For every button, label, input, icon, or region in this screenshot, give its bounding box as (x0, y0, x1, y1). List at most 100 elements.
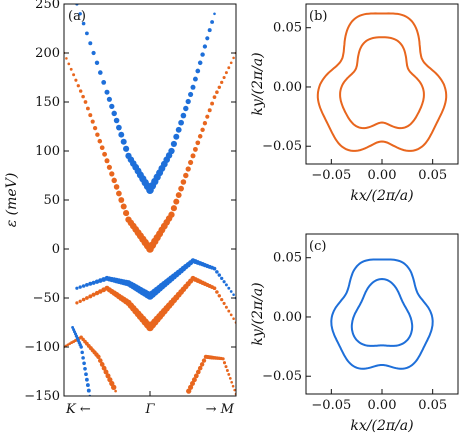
y-tick-label: −0.05 (262, 139, 302, 154)
panel-a-label: (a) (68, 9, 86, 24)
band-point (200, 52, 205, 57)
band-point (83, 366, 87, 371)
band-point (220, 276, 224, 281)
panel-c-label: (c) (309, 239, 326, 254)
band-point (95, 132, 100, 137)
band-point (79, 345, 83, 349)
band-point (83, 100, 88, 104)
band-point (221, 357, 225, 361)
band-point (118, 197, 125, 203)
y-tick-label: 0.05 (273, 251, 302, 266)
band-point (85, 296, 89, 300)
band-point (116, 190, 122, 197)
band-point (91, 292, 96, 297)
band-point (111, 110, 117, 117)
band-point (227, 66, 231, 70)
band-point (101, 80, 107, 85)
band-point (80, 350, 84, 355)
band-point (69, 67, 73, 71)
band-point (92, 125, 98, 131)
band-point (118, 131, 125, 138)
panel-b-fermi-contour: (b) −0.05 −0.05 0.00 0.00 0.05 0.05 kx/(2π/a)… (250, 3, 459, 204)
band-point (215, 290, 219, 294)
band-point (81, 284, 86, 288)
band-point (98, 70, 103, 75)
band-point (193, 373, 199, 379)
band-point (175, 192, 182, 199)
panel-c-ylabel: ky/(2π/a) (250, 282, 266, 345)
band-point (88, 294, 93, 299)
band-point (185, 98, 191, 105)
band-point (183, 105, 189, 112)
band-point (65, 57, 68, 60)
band-point (178, 185, 184, 192)
band-point (233, 388, 236, 392)
band-point (205, 114, 210, 119)
y-tick-label: 250 (35, 0, 60, 12)
band-point (205, 36, 210, 41)
band-point (116, 124, 122, 131)
x-tick-label: −0.05 (311, 398, 351, 413)
band-point (106, 164, 112, 170)
band-point (183, 172, 189, 179)
band-point (230, 380, 234, 384)
band-point (210, 20, 215, 24)
x-tick-label: Γ (144, 402, 155, 417)
band-point (85, 106, 90, 111)
band-point (224, 365, 228, 369)
band-point (229, 313, 233, 317)
panel-c-xlabel: kx/(2π/a) (350, 418, 413, 434)
band-point (227, 309, 231, 313)
band-point (232, 56, 235, 60)
band-point (78, 299, 82, 303)
y-tick-label: 50 (43, 193, 60, 208)
band-point (76, 84, 80, 88)
band-point (213, 12, 216, 16)
y-tick-label: 200 (35, 46, 60, 61)
band-point (173, 133, 180, 140)
band-point (99, 362, 105, 367)
y-tick-label: 0 (52, 242, 60, 257)
band-point (111, 177, 117, 184)
fermi-contour (330, 258, 434, 370)
band-point (201, 358, 207, 363)
band-point (215, 90, 219, 94)
band-point (105, 373, 111, 379)
band-point (94, 60, 100, 65)
band-point (200, 127, 205, 133)
band-point (180, 179, 187, 185)
band-point (85, 383, 90, 388)
band-point (224, 71, 228, 75)
band-point (120, 138, 127, 145)
band-point (188, 159, 194, 165)
band-point (88, 281, 93, 286)
band-point (202, 44, 208, 49)
band-point (109, 171, 115, 177)
x-tick-label: 0.05 (418, 398, 447, 413)
band-point (215, 270, 219, 274)
x-tick-label: K ← (65, 402, 91, 417)
band-point (86, 388, 91, 393)
y-tick-label: −150 (24, 389, 60, 404)
band-point (75, 301, 79, 305)
panel-c-frame (305, 233, 459, 395)
band-point (81, 297, 86, 302)
fermi-contour (350, 277, 414, 347)
y-tick-label: 0.00 (273, 310, 302, 325)
band-point (88, 113, 93, 118)
band-point (207, 108, 212, 113)
band-point (71, 325, 75, 329)
band-point (104, 89, 110, 95)
band-point (197, 365, 203, 371)
band-point (78, 12, 82, 16)
band-point (224, 283, 228, 287)
band-point (222, 75, 226, 80)
band-point (180, 112, 187, 119)
band-point (67, 62, 71, 66)
band-point (98, 358, 103, 363)
x-tick-label: −0.05 (311, 168, 351, 183)
band-point (195, 369, 201, 375)
band-point (96, 354, 101, 360)
band-point (173, 198, 180, 205)
